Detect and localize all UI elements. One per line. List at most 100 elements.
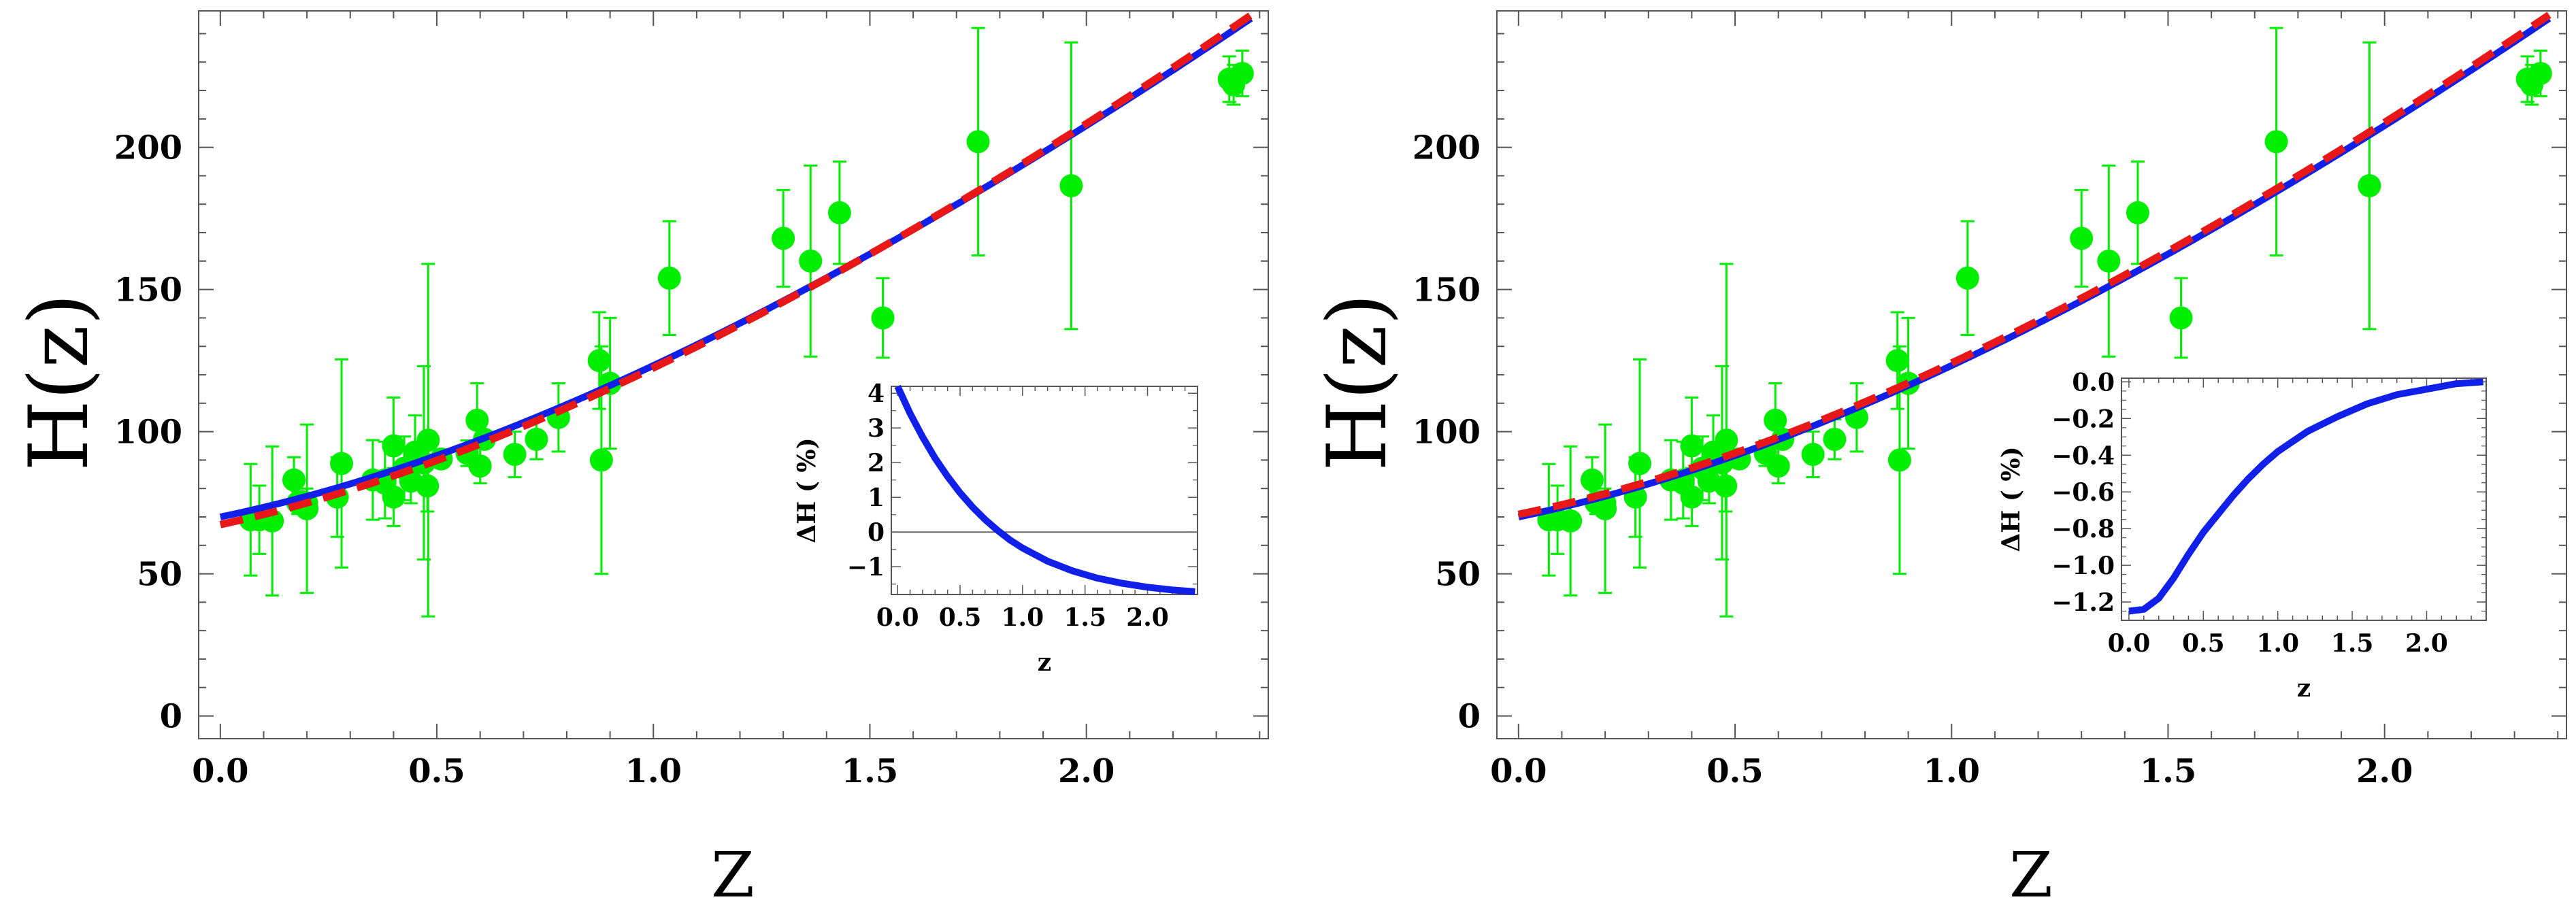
plot-frame [198,10,1269,739]
x-tick-label: 0.5 [1706,752,1764,790]
observations-group [1537,27,2552,618]
data-point [330,452,354,475]
inset-y-tick-label: −0.4 [2051,441,2115,470]
data-point [1680,485,1704,509]
inset-y-tick-label: −0.8 [2051,515,2115,543]
data-point [1764,408,1787,432]
x-tick-label: 1.5 [842,752,899,790]
data-point [1581,468,1604,492]
data-point [1955,266,1979,290]
inset-y-tick-label: −1 [847,553,885,582]
x-tick-label: 0.5 [408,752,465,790]
data-point [416,429,440,452]
data-point [465,408,489,432]
inset-x-tick-label: 0.0 [876,603,919,632]
inset-x-axis-label: z [2297,674,2311,703]
data-point [799,249,823,273]
x-tick-label: 2.0 [1058,752,1115,790]
data-point [1766,454,1790,478]
inset-x-tick-label: 1.0 [1002,603,1044,632]
data-point [587,349,611,373]
data-point [525,427,548,451]
inset-y-tick-label: −0.6 [2051,478,2115,507]
chart-panel-2: 0.0 0.5 1.0 1.5 2.0 0 50 100 150 200 H(z) Z 0.0 0.5 1.… [1310,10,2567,906]
y-axis-label: H(z) [1310,293,1405,471]
data-point [827,201,851,224]
inset-y-axis-label: ΔH ( %) [1997,446,2026,552]
y-tick-label: 100 [114,414,182,452]
data-point [2070,227,2094,250]
data-point [503,443,527,467]
inset-y-tick-label: −0.2 [2051,405,2115,433]
data-point [871,306,895,330]
data-point [1628,452,1652,475]
inset-frame [2121,378,2487,621]
model-curve [219,15,1253,520]
inset-x-tick-label: 1.5 [1063,603,1106,632]
data-point [966,130,990,154]
y-tick-label: 50 [1435,556,1481,594]
data-point [1680,434,1704,458]
data-point [2169,306,2193,330]
y-tick-label: 150 [1413,271,1481,309]
inset-y-tick-label: −1.0 [2051,552,2115,580]
inset-x-tick-label: 0.0 [2108,629,2151,658]
data-point [1885,349,1909,373]
data-point [2126,201,2149,224]
y-axis-label: H(z) [12,293,107,471]
data-point [1823,427,1847,451]
inset-x-tick-label: 2.0 [2405,629,2448,658]
inset-y-tick-label: 3 [868,414,885,443]
y-tick-label: 50 [137,556,182,594]
inset-x-axis-label: z [1038,648,1051,677]
data-point [2097,249,2121,273]
data-point [1801,443,1825,467]
reference-curve [219,12,1253,528]
x-tick-label: 1.0 [625,752,682,790]
data-point [1594,497,1617,520]
data-point [2358,174,2381,198]
data-point [382,434,406,458]
inset-x-tick-label: 0.5 [939,603,982,632]
data-point [1714,474,1738,498]
y-tick-label: 0 [1458,698,1481,736]
inset-x-tick-label: 1.5 [2331,629,2374,658]
y-tick-label: 0 [160,698,182,736]
data-point [382,485,406,509]
y-tick-label: 200 [1413,129,1481,167]
inset-x-tick-label: 0.5 [2182,629,2225,658]
inset-y-tick-label: 4 [868,380,885,408]
data-point [416,474,440,498]
reference-curve [1517,12,2552,518]
inset-y-tick-label: −1.2 [2051,588,2115,617]
inset-y-tick-label: 2 [868,449,885,477]
inset-delta-curve [894,384,1195,595]
data-point [2528,61,2552,85]
data-point [1715,429,1738,452]
data-point [1230,61,1254,85]
x-tick-label: 0.0 [1490,752,1547,790]
x-tick-label: 1.0 [1923,752,1981,790]
inset-y-tick-label: 0.0 [2072,368,2115,397]
y-tick-label: 100 [1413,414,1481,452]
x-tick-label: 0.0 [192,752,249,790]
data-point [1059,174,1083,198]
y-tick-label: 150 [114,271,182,309]
inset-y-tick-label: 1 [868,484,885,512]
data-point [2264,130,2288,154]
inset-panel: 0.0 0.5 1.0 1.5 2.0 4 3 2 1 0 −1 z ΔH ( %) [793,380,1198,677]
x-axis-label: Z [711,839,755,906]
data-point [589,448,613,472]
data-point [772,227,795,250]
inset-x-tick-label: 1.0 [2256,629,2299,658]
inset-delta-curve [2128,378,2483,615]
chart-panel-1: 0.0 0.5 1.0 1.5 2.0 0 50 100 150 200 H(z) Z 0.0 0.5 1.… [12,10,1269,906]
x-tick-label: 1.5 [2140,752,2197,790]
inset-y-axis-label: ΔH ( %) [793,437,821,543]
data-point [282,468,306,492]
x-tick-label: 2.0 [2356,752,2413,790]
data-point [657,266,681,290]
y-tick-label: 200 [114,129,182,167]
data-point [1559,509,1583,533]
